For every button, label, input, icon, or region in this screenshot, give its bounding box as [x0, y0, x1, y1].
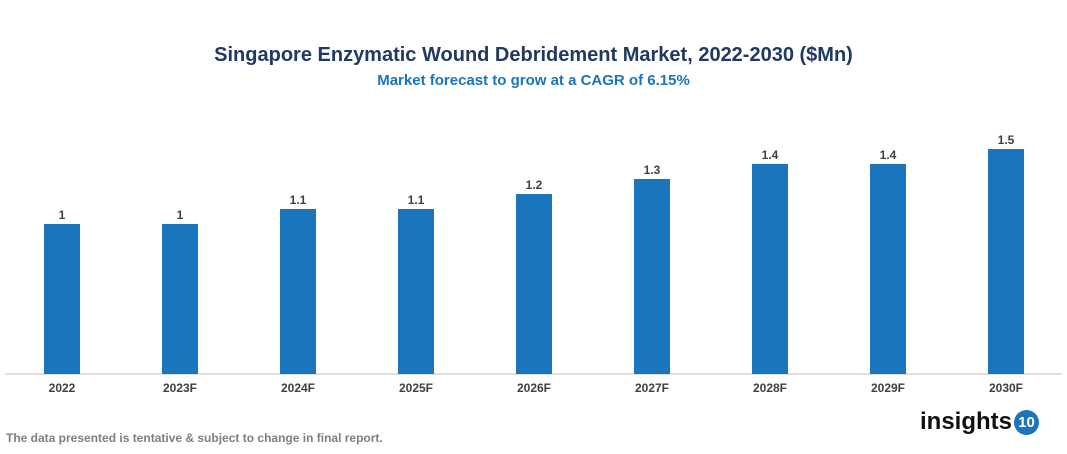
x-tick-label-2022: 2022 — [49, 381, 76, 395]
data-label-2023F: 1 — [177, 208, 184, 222]
data-label-2022: 1 — [59, 208, 66, 222]
logo-text: insights — [920, 408, 1013, 435]
insights10-logo: insights 10 — [920, 408, 1040, 436]
bar-chart: 1 2022 1 2023F 1.1 2024F 1.1 2025F 1.2 2026F 1.3 20… — [5, 133, 1062, 395]
x-tick-label-2026F: 2026F — [517, 381, 551, 395]
x-tick-label-2024F: 2024F — [281, 381, 315, 395]
x-tick-label-2030F: 2030F — [989, 381, 1023, 395]
bar-2026F — [516, 194, 552, 374]
logo-badge: 10 — [1014, 409, 1040, 435]
data-label-2027F: 1.3 — [644, 163, 661, 177]
data-label-2024F: 1.1 — [290, 193, 307, 207]
data-label-2025F: 1.1 — [408, 193, 425, 207]
x-tick-label-2028F: 2028F — [753, 381, 787, 395]
data-label-2026F: 1.2 — [526, 178, 543, 192]
chart-title: Singapore Enzymatic Wound Debridement Ma… — [214, 44, 853, 66]
x-tick-label-2025F: 2025F — [399, 381, 433, 395]
bar-2022 — [44, 224, 80, 374]
bar-2030F — [988, 149, 1024, 374]
bar-2025F — [398, 209, 434, 374]
bar-2027F — [634, 179, 670, 374]
bar-2029F — [870, 164, 906, 374]
x-tick-label-2023F: 2023F — [163, 381, 197, 395]
data-label-2030F: 1.5 — [998, 133, 1015, 147]
data-label-2028F: 1.4 — [762, 148, 779, 162]
footnote: The data presented is tentative & subjec… — [6, 431, 383, 445]
bar-2023F — [162, 224, 198, 374]
x-tick-label-2029F: 2029F — [871, 381, 905, 395]
bar-2024F — [280, 209, 316, 374]
x-tick-label-2027F: 2027F — [635, 381, 669, 395]
bar-2028F — [752, 164, 788, 374]
chart-subtitle: Market forecast to grow at a CAGR of 6.1… — [377, 72, 690, 89]
data-label-2029F: 1.4 — [880, 148, 897, 162]
